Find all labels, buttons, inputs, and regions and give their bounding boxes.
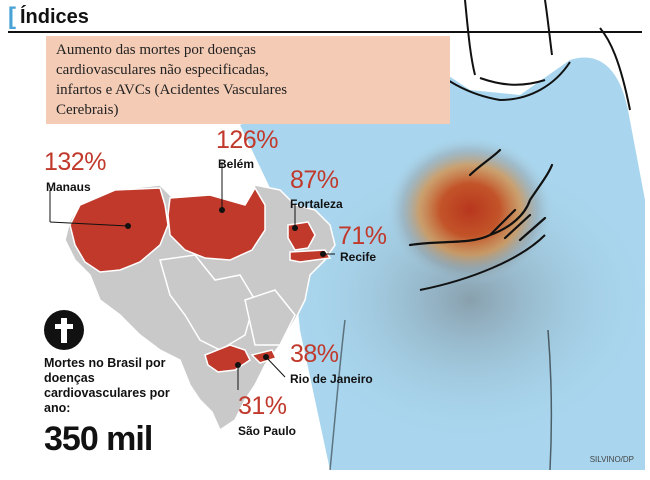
page-title: Índices — [20, 5, 89, 28]
dot-belem — [219, 207, 225, 213]
city-belem: Belém — [218, 157, 255, 171]
dot-rio — [263, 354, 269, 360]
pct-manaus: 132% — [44, 148, 106, 176]
subtitle-box — [46, 36, 450, 124]
city-sao-paulo: São Paulo — [238, 424, 297, 438]
deaths-caption: Mortes no Brasil por doenças cardiovascu… — [44, 356, 170, 415]
infographic: [ Índices Aumento das mortes por doenças… — [8, 0, 650, 470]
pct-recife: 71% — [338, 222, 387, 250]
deaths-total: 350 mil — [44, 420, 153, 458]
city-rio: Rio de Janeiro — [290, 372, 373, 386]
dot-fortaleza — [292, 225, 298, 231]
pct-sao-paulo: 31% — [238, 392, 287, 420]
subtitle: Aumento das mortes por doenças cardiovas… — [56, 42, 288, 118]
credit: SILVINO/DP — [589, 455, 634, 464]
header: [ Índices — [8, 4, 89, 30]
dot-sao-paulo — [235, 362, 241, 368]
dot-recife — [320, 251, 326, 257]
dot-manaus — [125, 223, 131, 229]
city-fortaleza: Fortaleza — [290, 197, 343, 211]
pct-fortaleza: 87% — [290, 166, 339, 194]
city-manaus: Manaus — [46, 180, 91, 194]
city-recife: Recife — [340, 250, 377, 264]
header-rule — [8, 31, 642, 33]
hand-outline — [408, 148, 554, 247]
illustration — [240, 0, 650, 470]
cross-icon — [44, 310, 84, 350]
pct-belem: 126% — [216, 126, 278, 154]
state-amazonas — [69, 187, 169, 273]
header-bracket-icon: [ — [8, 3, 16, 30]
heart-glow — [385, 135, 555, 285]
brazil-map — [49, 162, 336, 432]
state-para — [167, 186, 266, 261]
state-pernambuco — [289, 249, 332, 263]
pct-rio: 38% — [290, 340, 339, 368]
